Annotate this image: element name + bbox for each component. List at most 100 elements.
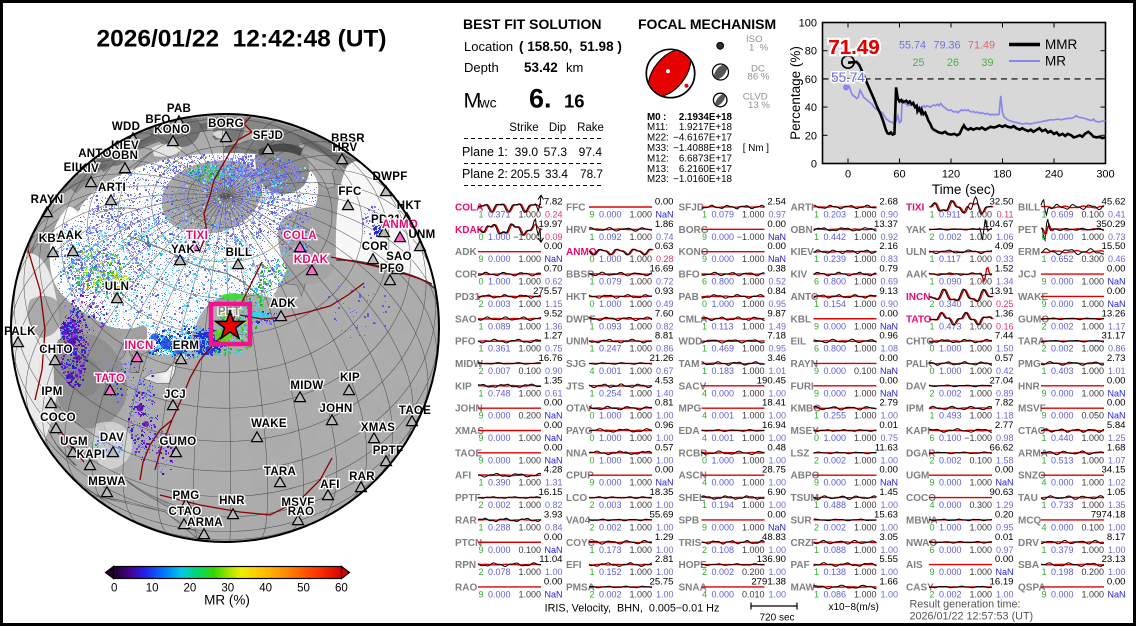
svg-text:15.50: 15.50 — [1101, 241, 1125, 252]
svg-text:1.000: 1.000 — [629, 433, 652, 443]
svg-text:0.75: 0.75 — [880, 433, 898, 443]
svg-text:NaN: NaN — [655, 478, 673, 488]
svg-text:0.000: 0.000 — [1051, 277, 1074, 287]
svg-text:JTS: JTS — [566, 381, 585, 392]
svg-text:9: 9 — [479, 411, 484, 421]
svg-text:0.70: 0.70 — [544, 264, 563, 275]
svg-text:1.000: 1.000 — [629, 567, 652, 577]
svg-text:[ Nm ]: [ Nm ] — [743, 143, 769, 154]
svg-text:0.90: 0.90 — [880, 210, 898, 220]
svg-text:RAR: RAR — [455, 515, 477, 526]
svg-text:UNM: UNM — [566, 337, 589, 348]
svg-text:0.11: 0.11 — [997, 210, 1014, 220]
svg-text:0.010: 0.010 — [742, 589, 765, 599]
svg-text:0: 0 — [590, 299, 595, 309]
svg-text:0.00: 0.00 — [655, 465, 674, 476]
svg-text:26: 26 — [947, 57, 959, 69]
svg-text:0.00: 0.00 — [879, 353, 898, 364]
svg-text:1.00: 1.00 — [656, 589, 674, 599]
svg-text:1.00: 1.00 — [768, 433, 786, 443]
svg-text:TAOE: TAOE — [399, 405, 431, 417]
svg-text:ULN: ULN — [105, 281, 130, 293]
svg-text:0.001: 0.001 — [599, 366, 622, 376]
svg-text:78.7: 78.7 — [580, 167, 603, 181]
svg-text:NaN: NaN — [1107, 388, 1125, 398]
svg-text:SHEL: SHEL — [679, 493, 706, 504]
svg-text:ASCN: ASCN — [679, 471, 707, 482]
svg-text:0.90: 0.90 — [880, 299, 898, 309]
svg-text:1.000: 1.000 — [629, 500, 652, 510]
svg-text:1.00: 1.00 — [656, 522, 674, 532]
svg-text:1.15: 1.15 — [545, 299, 563, 309]
svg-text:RPN: RPN — [455, 560, 476, 571]
svg-text:1.000: 1.000 — [854, 522, 877, 532]
svg-text:0.007: 0.007 — [488, 366, 511, 376]
svg-text:ARTI: ARTI — [791, 203, 815, 214]
svg-text:9: 9 — [814, 321, 819, 331]
svg-text:0.00: 0.00 — [544, 241, 563, 252]
svg-text:0.00: 0.00 — [995, 465, 1014, 476]
svg-text:1: 1 — [814, 589, 819, 599]
svg-text:COYC: COYC — [566, 538, 595, 549]
svg-text:2: 2 — [590, 500, 595, 510]
svg-text:1.17: 1.17 — [1108, 321, 1126, 331]
svg-text:MBWA: MBWA — [906, 515, 938, 526]
svg-text:1.000: 1.000 — [599, 455, 622, 465]
svg-text:0.41: 0.41 — [1108, 210, 1126, 220]
svg-text:COLA: COLA — [283, 230, 317, 242]
svg-text:13.26: 13.26 — [1101, 308, 1125, 319]
svg-text:TARA: TARA — [1018, 337, 1045, 348]
svg-text:PTCN: PTCN — [455, 538, 482, 549]
svg-text:2: 2 — [814, 455, 819, 465]
svg-text:−1.000: −1.000 — [964, 433, 992, 443]
svg-text:60: 60 — [805, 74, 817, 86]
svg-text:1: 1 — [1042, 455, 1047, 465]
svg-text:BBSR: BBSR — [566, 270, 595, 281]
svg-text:1.000: 1.000 — [969, 344, 992, 354]
svg-text:ARMA: ARMA — [187, 517, 223, 529]
svg-text:0.911: 0.911 — [939, 210, 961, 220]
svg-text:PALK: PALK — [906, 359, 933, 370]
svg-text:−1.000: −1.000 — [737, 232, 765, 242]
svg-text:1: 1 — [590, 232, 595, 242]
svg-text:NaN: NaN — [880, 388, 898, 398]
svg-text:2026/01/22 12:42:48 (UT): 2026/01/22 12:42:48 (UT) — [96, 26, 386, 53]
svg-text:1.000: 1.000 — [742, 321, 765, 331]
svg-text:1: 1 — [702, 344, 707, 354]
svg-text:55.74: 55.74 — [831, 70, 865, 85]
svg-text:1.000: 1.000 — [969, 321, 992, 331]
svg-text:0.00: 0.00 — [544, 420, 563, 431]
svg-text:1.36: 1.36 — [545, 321, 563, 331]
svg-text:0.108: 0.108 — [712, 545, 735, 555]
svg-text:0.00: 0.00 — [879, 308, 898, 319]
svg-text:1.58: 1.58 — [996, 455, 1014, 465]
svg-text:90.63: 90.63 — [989, 487, 1013, 498]
svg-text:32.50: 32.50 — [989, 197, 1013, 208]
svg-text:KBL: KBL — [791, 314, 812, 325]
svg-text:0: 0 — [930, 522, 935, 532]
svg-text:KAPI: KAPI — [906, 426, 930, 437]
svg-text:NaN: NaN — [768, 232, 786, 242]
svg-text:1.000: 1.000 — [629, 277, 652, 287]
svg-text:KDAK: KDAK — [455, 225, 485, 236]
svg-text:0.73: 0.73 — [1108, 232, 1126, 242]
svg-text:0.00: 0.00 — [544, 442, 563, 453]
svg-text:0.092: 0.092 — [599, 232, 622, 242]
svg-text:0.00: 0.00 — [1107, 576, 1126, 587]
svg-text:0.81: 0.81 — [655, 398, 674, 409]
svg-text:1.000: 1.000 — [854, 567, 877, 577]
svg-text:NaN: NaN — [655, 210, 673, 220]
svg-text:0.748: 0.748 — [488, 388, 511, 398]
svg-text:M0: M0 — [647, 112, 661, 123]
svg-text:1.000: 1.000 — [742, 277, 765, 287]
svg-text:0.84: 0.84 — [767, 286, 786, 297]
svg-text:27.04: 27.04 — [989, 375, 1014, 386]
svg-text:1.000: 1.000 — [518, 455, 541, 465]
svg-text:SNAA: SNAA — [679, 582, 707, 593]
svg-text:2: 2 — [930, 299, 935, 309]
svg-text:0.89: 0.89 — [996, 388, 1014, 398]
svg-text:1.02: 1.02 — [1108, 478, 1126, 488]
svg-text:1.000: 1.000 — [742, 455, 765, 465]
svg-text:0.00: 0.00 — [1107, 375, 1126, 386]
svg-text:2.73: 2.73 — [1107, 353, 1126, 364]
